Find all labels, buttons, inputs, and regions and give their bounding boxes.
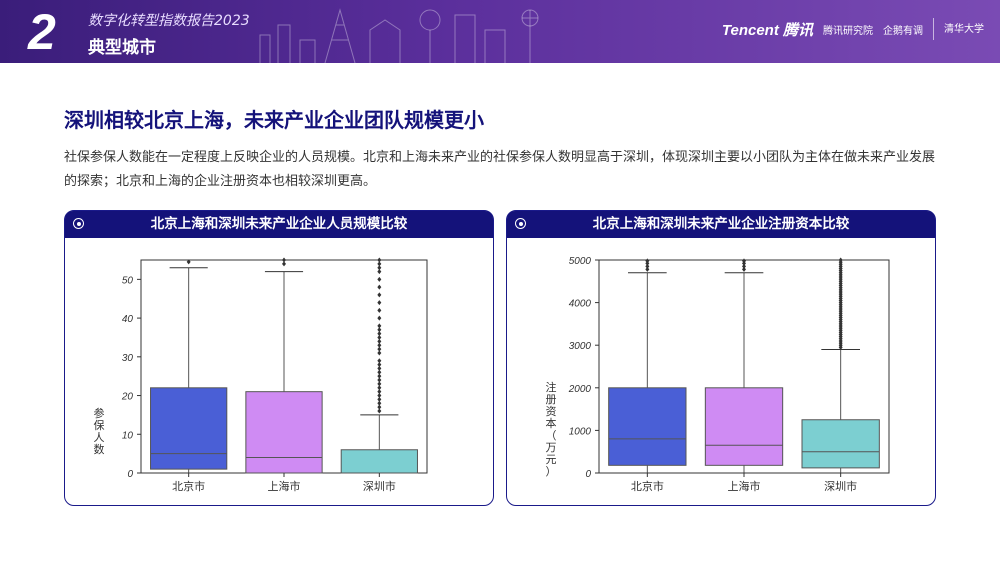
section-title: 典型城市 xyxy=(88,38,156,58)
outlier-point xyxy=(282,257,286,263)
outlier-point xyxy=(377,292,382,298)
outlier-point xyxy=(377,257,382,263)
outlier-point xyxy=(742,263,746,269)
outlier-point xyxy=(377,400,382,406)
partner-logos: Tencent 腾讯 腾讯研究院 企鹅有调 清华大学 xyxy=(722,18,984,40)
tencent-logo: Tencent 腾讯 xyxy=(721,21,813,39)
outlier-point xyxy=(377,346,382,352)
box-beijing xyxy=(150,387,228,470)
y-tick-label: 1000 xyxy=(569,426,592,437)
outlier-point xyxy=(377,331,382,337)
outlier-point xyxy=(742,258,746,264)
outlier-point xyxy=(377,408,382,414)
outlier-point xyxy=(377,342,382,348)
outlier-point xyxy=(838,257,843,263)
outlier-point xyxy=(377,362,382,368)
city-skyline-decoration xyxy=(259,8,539,63)
y-tick-label: 0 xyxy=(127,469,133,480)
outlier-point xyxy=(645,263,650,269)
y-tick-label: 3000 xyxy=(569,341,592,352)
outlier-point xyxy=(377,265,382,271)
chart-title-bar: 北京上海和深圳未来产业企业注册资本比较 xyxy=(507,211,935,238)
outlier-point xyxy=(377,404,382,410)
outlier-point xyxy=(377,300,382,306)
outlier-point xyxy=(377,323,382,329)
boxplot-headcount: 0 10 20 30 40 50 北京市 上海市 深圳市 参保人数 xyxy=(94,257,428,493)
chart-title: 北京上海和深圳未来产业企业注册资本比较 xyxy=(592,216,850,232)
y-axis-label: 注册资本（万元） xyxy=(546,380,557,478)
outlier-point xyxy=(377,373,382,379)
chart-panel-capital: 北京上海和深圳未来产业企业注册资本比较 0 1000 2000 3000 4000 500… xyxy=(506,210,936,506)
y-tick-label: 5000 xyxy=(569,256,592,267)
chart-title: 北京上海和深圳未来产业企业人员规模比较 xyxy=(150,216,408,232)
outlier-point xyxy=(377,358,382,364)
outlier-point xyxy=(377,284,382,290)
y-tick-label: 30 xyxy=(122,353,134,364)
x-tick-label: 北京市 xyxy=(631,479,664,493)
outlier-point xyxy=(377,369,382,375)
outlier-point xyxy=(645,266,650,272)
y-tick-label: 0 xyxy=(585,469,591,480)
page-header: 2 数字化转型指数报告2023 典型城市 Tencent 腾讯 腾讯研究院 企鹅… xyxy=(0,0,1000,63)
y-axis-label: 参保人数 xyxy=(94,406,105,456)
report-title: 数字化转型指数报告2023 xyxy=(88,13,250,29)
outlier-point xyxy=(377,350,382,356)
target-icon xyxy=(73,218,84,229)
outlier-point xyxy=(377,365,382,371)
y-tick-label: 20 xyxy=(121,392,134,403)
outlier-point xyxy=(377,315,382,321)
y-tick-label: 2000 xyxy=(568,384,592,395)
y-tick-label: 40 xyxy=(122,314,134,325)
outlier-point xyxy=(377,269,382,275)
x-tick-label: 北京市 xyxy=(172,479,205,493)
outlier-point xyxy=(742,266,746,272)
outlier-point xyxy=(377,307,382,313)
box-shanghai xyxy=(245,391,323,474)
x-tick-label: 上海市 xyxy=(728,479,761,493)
x-tick-label: 深圳市 xyxy=(363,479,396,493)
section-number: 2 xyxy=(28,4,56,60)
outlier-point xyxy=(377,327,382,333)
outlier-point xyxy=(377,381,382,387)
chart-title-bar: 北京上海和深圳未来产业企业人员规模比较 xyxy=(65,211,493,238)
outlier-point xyxy=(377,389,382,395)
y-tick-label: 4000 xyxy=(569,299,592,310)
logo-divider xyxy=(933,18,934,40)
outlier-point xyxy=(377,338,382,344)
outlier-point xyxy=(377,385,382,391)
box-beijing xyxy=(608,387,687,466)
boxplot-capital: 0 1000 2000 3000 4000 5000 北京市 上海市 深圳市 注册资本（万元） xyxy=(546,256,890,493)
x-tick-label: 上海市 xyxy=(268,479,301,493)
y-tick-label: 50 xyxy=(122,275,134,286)
outlier-point xyxy=(377,396,382,402)
outlier-point xyxy=(377,377,382,383)
tencent-research-logo: 腾讯研究院 xyxy=(823,25,873,37)
outlier-point xyxy=(377,276,382,282)
outlier-point xyxy=(742,260,746,266)
tsinghua-logo: 清华大学 xyxy=(944,23,984,35)
outlier-point xyxy=(377,261,382,267)
page-title: 深圳相较北京上海，未来产业企业团队规模更小 xyxy=(64,108,484,132)
box-shenzhen xyxy=(801,419,880,469)
box-shenzhen xyxy=(340,449,418,474)
y-tick-label: 10 xyxy=(122,430,134,441)
outlier-point xyxy=(645,258,650,264)
box-shanghai xyxy=(704,387,784,466)
chart-panel-headcount: 北京上海和深圳未来产业企业人员规模比较 0 10 20 30 40 50 北京市 上海市 深圳市… xyxy=(64,210,494,506)
outlier-point xyxy=(282,261,286,267)
target-icon xyxy=(515,218,526,229)
intro-paragraph: 社保参保人数能在一定程度上反映企业的人员规模。北京和上海未来产业的社保参保人数明… xyxy=(64,150,936,189)
outlier-point xyxy=(377,393,382,399)
outlier-point xyxy=(377,334,382,340)
x-tick-label: 深圳市 xyxy=(824,479,857,493)
outlier-point xyxy=(186,259,191,265)
outlier-point xyxy=(645,260,650,266)
penguin-survey-logo: 企鹅有调 xyxy=(883,25,923,37)
